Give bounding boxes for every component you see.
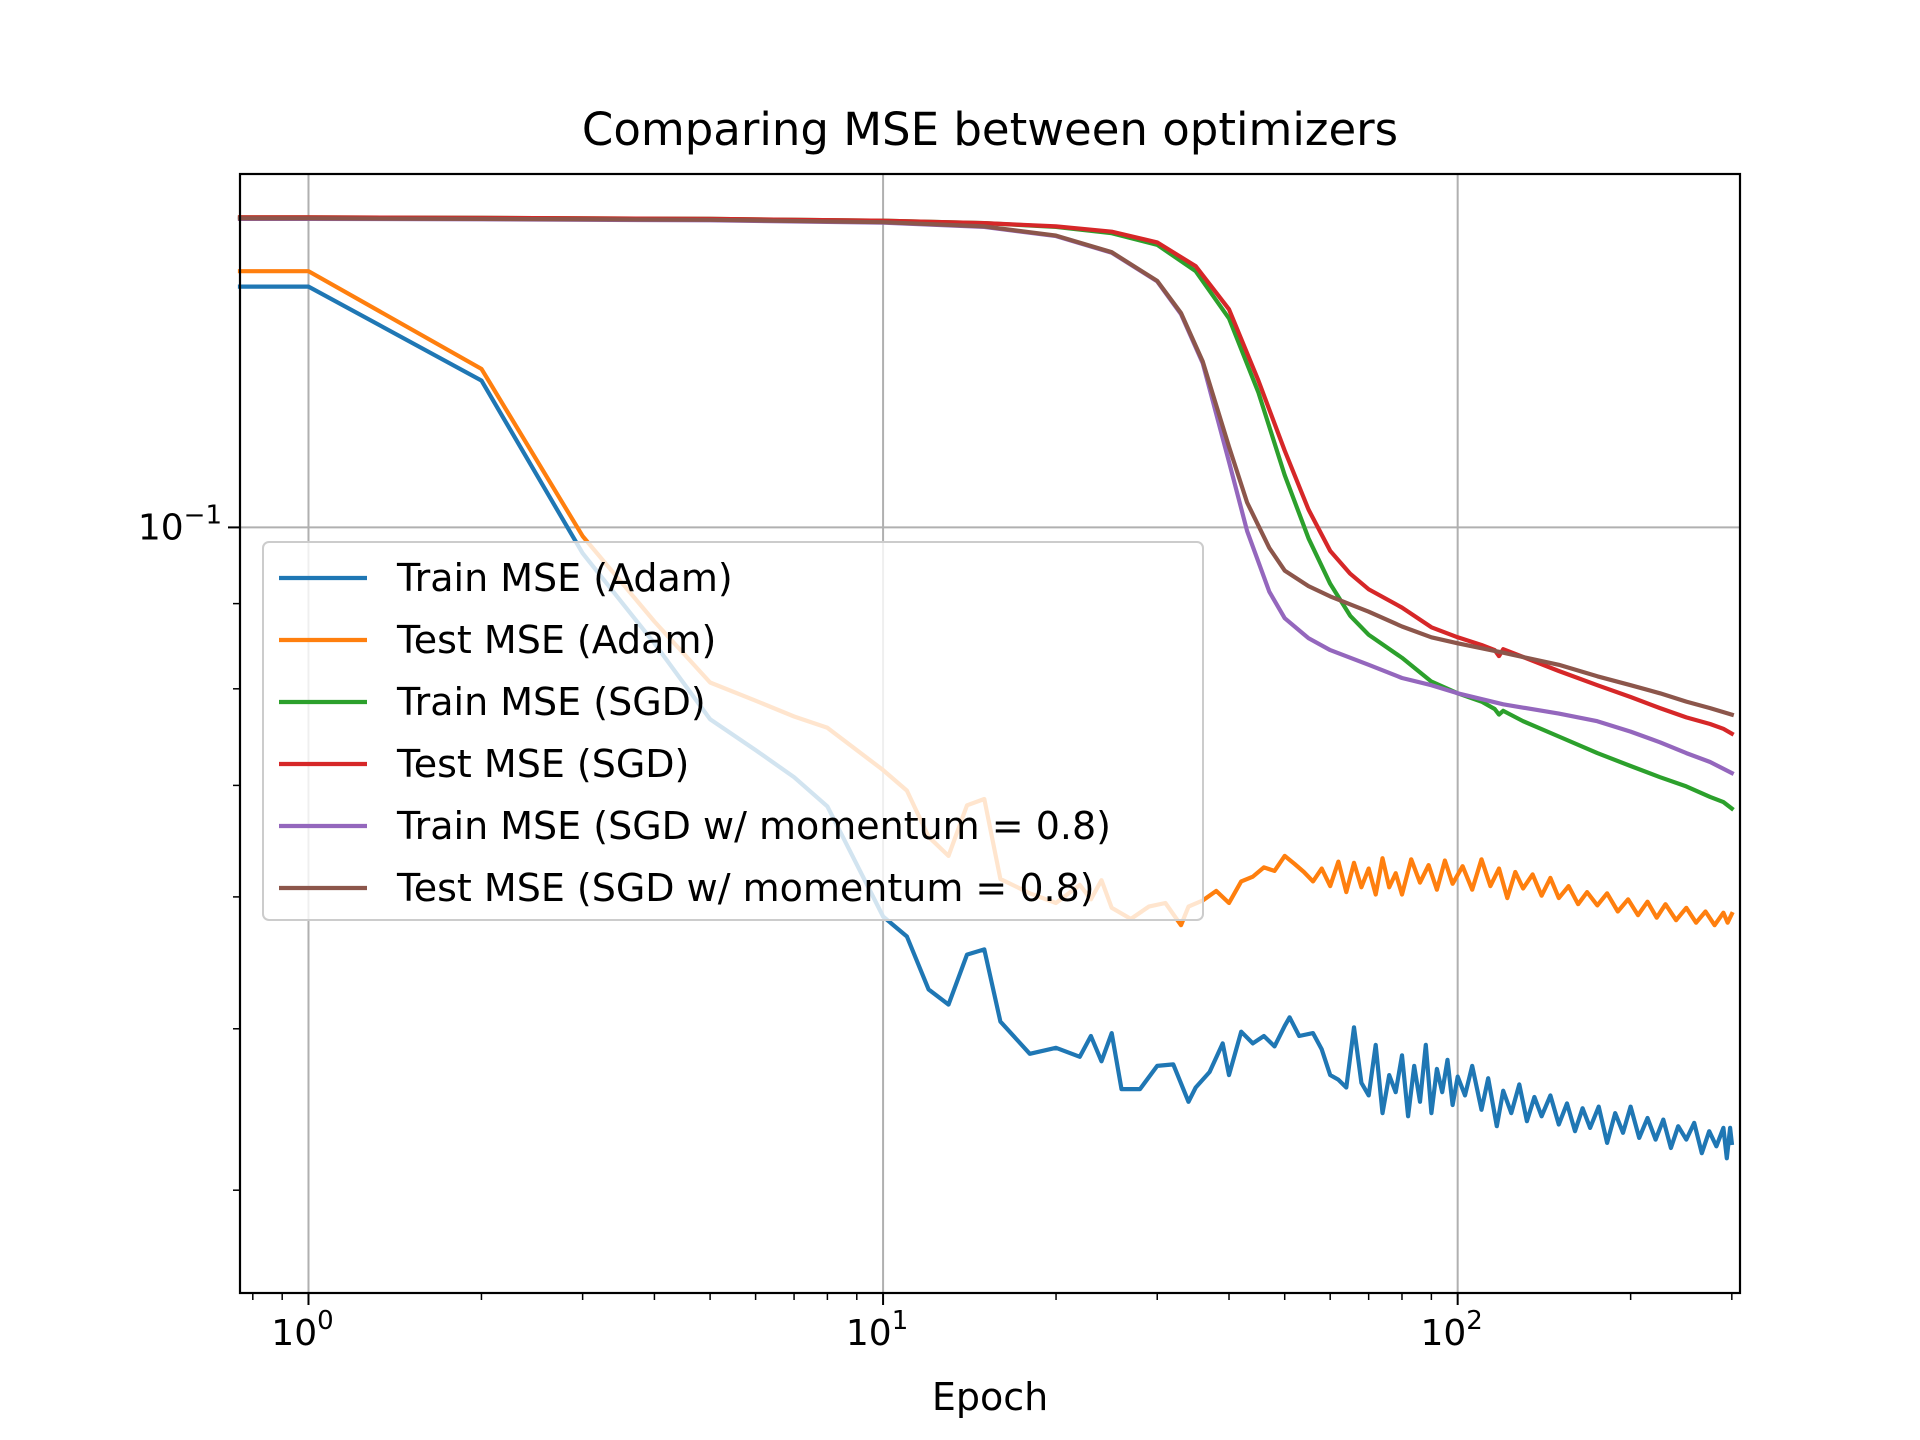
series-line-test-mse-sgd-w-momentum-0-8 xyxy=(237,216,1735,718)
y-tick-label-base: 10 xyxy=(138,507,184,548)
x-tick-label: 101 xyxy=(846,1306,908,1354)
axes-frame xyxy=(238,172,1742,1295)
y-tick-label-exponent: −1 xyxy=(184,500,222,530)
y-tick-label: 10−1 xyxy=(138,500,222,548)
series-line-test-mse-sgd xyxy=(237,215,1735,737)
x-tick-label: 102 xyxy=(1420,1306,1482,1354)
x-tick-label-exponent: 0 xyxy=(317,1306,334,1336)
x-tick-label: 100 xyxy=(271,1306,333,1354)
legend-label: Train MSE (Adam) xyxy=(396,556,733,600)
x-tick-label-exponent: 1 xyxy=(892,1306,909,1336)
chart-title: Comparing MSE between optimizers xyxy=(582,103,1398,156)
plot-series xyxy=(237,215,1735,1161)
x-tick-label-base: 10 xyxy=(271,1313,317,1354)
series-line-train-mse-adam xyxy=(237,284,1735,1161)
legend-label: Test MSE (Adam) xyxy=(396,618,716,662)
legend-label: Test MSE (SGD w/ momentum = 0.8) xyxy=(396,866,1095,910)
x-tick-label-base: 10 xyxy=(1420,1313,1466,1354)
legend-label: Test MSE (SGD) xyxy=(396,742,689,786)
legend-label: Train MSE (SGD w/ momentum = 0.8) xyxy=(396,804,1111,848)
x-tick-label-exponent: 2 xyxy=(1466,1306,1483,1336)
legend: Train MSE (Adam) Test MSE (Adam) Train MSE… xyxy=(262,541,1204,921)
legend-frame xyxy=(262,541,1204,921)
legend-label: Train MSE (SGD) xyxy=(396,680,706,724)
x-tick-label-base: 10 xyxy=(846,1313,892,1354)
x-axis-label: Epoch xyxy=(932,1375,1048,1419)
